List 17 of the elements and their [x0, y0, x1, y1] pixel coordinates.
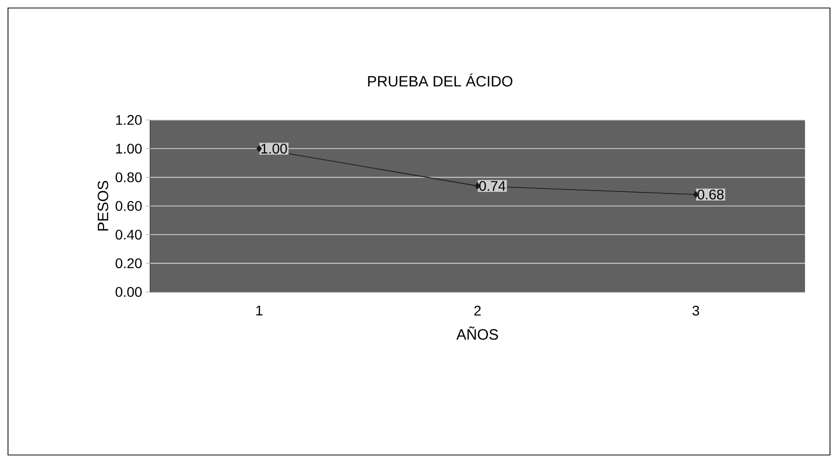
data-label: 1.00: [261, 144, 287, 154]
chart-title: PRUEBA DEL ÁCIDO: [368, 73, 512, 87]
x-tick-label: 1: [256, 306, 262, 316]
point: [256, 145, 262, 152]
x-axis-title: AÑOS: [456, 326, 498, 340]
y-tick-label: 0.60: [116, 201, 142, 211]
x-tick-label: 2: [474, 306, 481, 316]
y-tick-label: 0.80: [116, 172, 142, 182]
y-tick-label: 1.20: [116, 115, 142, 125]
x-tick-label: 3: [692, 306, 700, 316]
y-tick-label: 1.00: [116, 144, 142, 154]
data-label: 0.74: [479, 180, 506, 191]
y-tick-label: 0.00: [116, 287, 142, 297]
data-label: 0.68: [698, 190, 724, 200]
y-tick-label: 0.20: [116, 258, 142, 268]
y-axis-title: PESOS: [98, 180, 108, 231]
y-tick-label: 0.40: [116, 230, 142, 240]
